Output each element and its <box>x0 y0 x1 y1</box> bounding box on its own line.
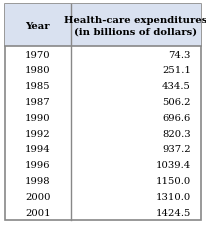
Text: 74.3: 74.3 <box>169 50 191 59</box>
Text: 434.5: 434.5 <box>162 82 191 91</box>
Text: 1990: 1990 <box>25 113 51 122</box>
Text: 506.2: 506.2 <box>163 97 191 106</box>
Text: 1985: 1985 <box>25 82 51 91</box>
Text: 2000: 2000 <box>25 192 51 201</box>
Text: 1996: 1996 <box>25 160 51 169</box>
Text: 1039.4: 1039.4 <box>156 160 191 169</box>
Text: 2001: 2001 <box>25 208 51 217</box>
Text: 1970: 1970 <box>25 50 51 59</box>
Text: 1994: 1994 <box>25 145 51 154</box>
Text: 820.3: 820.3 <box>162 129 191 138</box>
Text: 1424.5: 1424.5 <box>156 208 191 217</box>
Text: 1992: 1992 <box>25 129 51 138</box>
Text: 696.6: 696.6 <box>163 113 191 122</box>
Text: 937.2: 937.2 <box>162 145 191 154</box>
Text: 1150.0: 1150.0 <box>156 176 191 185</box>
Text: 251.1: 251.1 <box>162 66 191 75</box>
Text: 1310.0: 1310.0 <box>156 192 191 201</box>
Text: 1987: 1987 <box>25 97 51 106</box>
Text: 1998: 1998 <box>25 176 51 185</box>
Text: Health-care expenditures
(in billions of dollars): Health-care expenditures (in billions of… <box>64 16 206 36</box>
Text: 1980: 1980 <box>25 66 51 75</box>
Bar <box>5 5 201 47</box>
Text: Year: Year <box>26 21 50 30</box>
